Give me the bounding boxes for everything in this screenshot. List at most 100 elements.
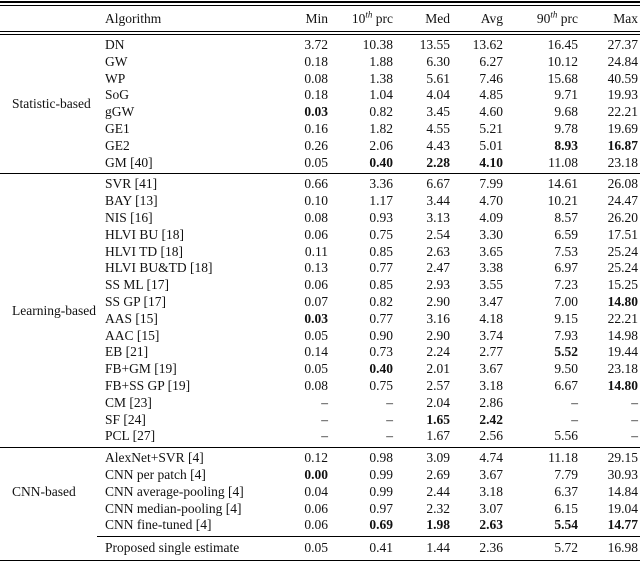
algorithm-name: SVR [41]: [105, 176, 158, 192]
value-cell: 1.67: [426, 428, 450, 444]
value-cell: 0.98: [369, 450, 393, 466]
value-cell: 0.16: [304, 120, 328, 136]
value-cell: 6.27: [479, 53, 503, 69]
value-cell: 16.98: [580, 536, 640, 560]
value-cell: 9.71: [554, 87, 578, 103]
value-cell: 2.47: [426, 260, 450, 276]
value-cell: 3.47: [479, 293, 503, 309]
value-cell: 0.13: [304, 260, 328, 276]
value-cell: 2.63: [479, 517, 503, 533]
value-cell: 16.87: [607, 137, 638, 153]
table-row: gGW 0.03 0.82 3.45 4.60 9.68 22.21: [0, 104, 640, 121]
algorithm-name: gGW: [105, 104, 135, 120]
value-cell: 4.60: [479, 104, 503, 120]
table-row: CNN fine-tuned [4] 0.06 0.69 1.98 2.63 5.54 14…: [0, 517, 640, 536]
value-cell: –: [321, 428, 328, 444]
value-cell: 2.77: [479, 344, 503, 360]
table-row: GE2 0.26 2.06 4.43 5.01 8.93 16.87: [0, 138, 640, 155]
table-row: SS GP [17] 0.07 0.82 2.90 3.47 7.00 14.80: [0, 294, 640, 311]
value-cell: 1.04: [369, 87, 393, 103]
algorithm-name: NIS [16]: [105, 209, 153, 225]
value-cell: 19.44: [607, 344, 638, 360]
value-cell: 27.37: [607, 37, 638, 52]
value-cell: 25.24: [607, 243, 638, 259]
algorithm-name: EB [21]: [105, 344, 149, 360]
value-cell: 25.24: [607, 260, 638, 276]
value-cell: 30.93: [607, 466, 638, 482]
table-row: Learning-based SVR [41] 0.66 3.36 6.67 7.99 14…: [0, 174, 640, 317]
value-cell: 15.68: [547, 70, 578, 86]
value-cell: –: [631, 428, 638, 444]
value-cell: –: [631, 411, 638, 427]
value-cell: 0.12: [304, 450, 328, 466]
algorithm-name: SS ML [17]: [105, 277, 170, 293]
value-cell: 3.72: [304, 37, 328, 52]
column-header-90th-prc: 90th prc: [505, 6, 580, 35]
table-row: NIS [16] 0.08 0.93 3.13 4.09 8.57 26.20: [0, 210, 640, 227]
table-row: GW 0.18 1.88 6.30 6.27 10.12 24.84: [0, 54, 640, 71]
value-cell: 3.16: [426, 310, 450, 326]
algorithm-name: CNN median-pooling [4]: [105, 500, 242, 516]
value-cell: 0.08: [304, 209, 328, 225]
algorithm-name: SoG: [105, 87, 130, 103]
value-cell: 0.05: [287, 536, 330, 560]
algorithm-name: SS GP [17]: [105, 293, 167, 309]
header-text: 90: [536, 11, 551, 26]
table-row: AAC [15] 0.05 0.90 2.90 3.74 7.93 14.98: [0, 328, 640, 345]
value-cell: 7.99: [479, 176, 503, 192]
value-cell: 2.69: [426, 466, 450, 482]
value-cell: 5.21: [479, 120, 503, 136]
group-label-statistic-based: Statistic-based: [12, 96, 91, 112]
value-cell: 2.06: [369, 137, 393, 153]
table-row: WP 0.08 1.38 5.61 7.46 15.68 40.59: [0, 71, 640, 88]
value-cell: 14.98: [607, 327, 638, 343]
value-cell: 0.04: [304, 483, 328, 499]
value-cell: 0.82: [369, 104, 393, 120]
value-cell: 29.15: [607, 450, 638, 466]
value-cell: 5.52: [554, 344, 578, 360]
value-cell: 2.42: [479, 411, 503, 427]
value-cell: 5.56: [554, 428, 578, 444]
value-cell: 0.85: [369, 243, 393, 259]
value-cell: 13.62: [472, 37, 503, 52]
table-row: SS ML [17] 0.06 0.85 2.93 3.55 7.23 15.25: [0, 277, 640, 294]
value-cell: 0.41: [330, 536, 395, 560]
value-cell: 1.82: [369, 120, 393, 136]
value-cell: 2.90: [426, 293, 450, 309]
value-cell: 3.36: [369, 176, 393, 192]
table-bottom-rule-thin: [0, 559, 640, 561]
value-cell: 0.03: [304, 104, 328, 120]
value-cell: 19.04: [607, 500, 638, 516]
value-cell: 0.73: [369, 344, 393, 360]
value-cell: 26.08: [607, 176, 638, 192]
value-cell: 0.93: [369, 209, 393, 225]
header-text: prc: [557, 11, 578, 26]
value-cell: 7.53: [554, 243, 578, 259]
value-cell: 5.54: [554, 517, 578, 533]
table-row: BAY [13] 0.10 1.17 3.44 4.70 10.21 24.47: [0, 193, 640, 210]
value-cell: 3.30: [479, 226, 503, 242]
value-cell: 4.85: [479, 87, 503, 103]
table-row: SoG 0.18 1.04 4.04 4.85 9.71 19.93: [0, 87, 640, 104]
value-cell: 2.04: [426, 394, 450, 410]
value-cell: 23.18: [607, 154, 638, 170]
algorithm-name: WP: [105, 70, 126, 86]
value-cell: 8.93: [554, 137, 578, 153]
table-header: Algorithm Min 10th prc Med Avg 90th prc …: [0, 6, 640, 35]
value-cell: 6.37: [554, 483, 578, 499]
value-cell: 3.65: [479, 243, 503, 259]
value-cell: 10.21: [547, 193, 578, 209]
table-row: CNN-based AlexNet+SVR [4] 0.12 0.98 3.09 4.74…: [0, 448, 640, 499]
value-cell: 0.14: [304, 344, 328, 360]
value-cell: 7.46: [479, 70, 503, 86]
value-cell: 0.85: [369, 277, 393, 293]
value-cell: 0.18: [304, 53, 328, 69]
header-text: prc: [372, 11, 393, 26]
value-cell: 0.77: [369, 260, 393, 276]
value-cell: 2.57: [426, 377, 450, 393]
algorithm-name: CM [23]: [105, 394, 152, 410]
table-row: AAS [15] 0.03 0.77 3.16 4.18 9.15 22.21: [0, 311, 640, 328]
value-cell: 3.18: [479, 377, 503, 393]
value-cell: 0.03: [304, 310, 328, 326]
